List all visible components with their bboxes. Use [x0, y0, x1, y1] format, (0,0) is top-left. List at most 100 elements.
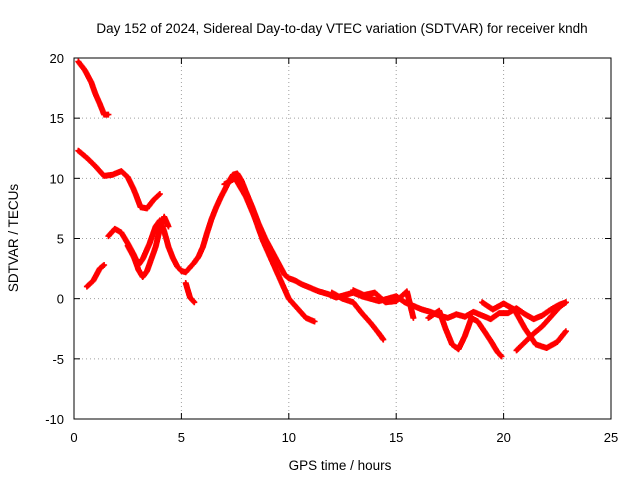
- series-track-a: [75, 58, 112, 118]
- data-point: [368, 297, 372, 301]
- data-point: [564, 329, 568, 333]
- data-point: [106, 234, 110, 238]
- data-point: [210, 217, 213, 221]
- data-point: [381, 338, 385, 342]
- data-point: [295, 306, 299, 310]
- data-point: [287, 297, 291, 301]
- data-point: [145, 206, 149, 210]
- data-point: [506, 311, 510, 315]
- data-point: [252, 215, 256, 219]
- data-point: [197, 255, 201, 258]
- y-tick-label: -10: [45, 412, 64, 427]
- data-point: [179, 269, 183, 273]
- data-point: [512, 308, 516, 311]
- data-point: [437, 309, 441, 313]
- data-point: [446, 316, 450, 320]
- data-point: [308, 286, 312, 290]
- data-point: [515, 348, 518, 352]
- data-marks: [75, 147, 163, 212]
- x-tick-labels: 0 5 10 15 20 25: [70, 430, 618, 445]
- data-marks: [221, 175, 318, 325]
- data-point: [175, 264, 179, 268]
- data-point: [132, 188, 136, 192]
- data-point: [102, 174, 106, 178]
- y-tick-label: 5: [57, 232, 64, 247]
- series-track-i: [350, 287, 417, 321]
- data-point: [469, 316, 473, 320]
- series-track-f: [182, 280, 198, 306]
- data-point: [457, 347, 460, 351]
- data-point: [368, 321, 372, 325]
- series-track-d: [105, 170, 569, 323]
- data-point: [351, 288, 355, 292]
- data-point: [405, 289, 409, 293]
- data-point: [276, 261, 280, 265]
- plot-area-frame: [73, 57, 612, 420]
- data-point: [184, 270, 188, 274]
- data-point: [235, 172, 239, 175]
- data-point: [549, 308, 553, 311]
- data-point: [523, 327, 527, 331]
- data-point: [287, 276, 291, 280]
- y-tick-label: 0: [57, 292, 64, 307]
- y-axis-label: SDTVAR / TECUs: [6, 184, 21, 293]
- data-point: [154, 225, 158, 228]
- data-point: [233, 176, 237, 180]
- series-track-e: [124, 213, 172, 280]
- data-point: [300, 282, 304, 286]
- data-point: [293, 279, 297, 283]
- data-point: [489, 317, 493, 321]
- x-tick-label: 25: [604, 430, 618, 445]
- data-point: [222, 188, 226, 192]
- data-point: [532, 317, 536, 321]
- data-point: [76, 149, 80, 153]
- data-marks: [468, 314, 505, 360]
- data-point: [304, 316, 308, 320]
- series-track-m: [513, 299, 569, 354]
- data-point: [162, 215, 166, 219]
- x-tick-label: 5: [178, 430, 185, 445]
- data-point: [102, 263, 106, 267]
- data-point: [141, 257, 145, 261]
- data-point: [360, 311, 364, 315]
- data-point: [523, 312, 527, 316]
- data-point: [231, 173, 235, 177]
- y-tick-labels: -10 -5 0 5 10 15 20: [45, 51, 64, 427]
- y-tick-label: 20: [50, 51, 64, 66]
- data-point: [480, 300, 484, 304]
- data-point: [244, 194, 248, 198]
- data-point: [91, 279, 95, 283]
- data-point: [126, 175, 130, 179]
- data-point: [98, 267, 102, 271]
- x-tick-label: 0: [70, 430, 77, 445]
- data-point: [450, 342, 454, 346]
- data-point: [76, 60, 80, 64]
- data-point: [141, 275, 145, 279]
- data-point: [184, 281, 188, 285]
- data-point: [497, 311, 501, 315]
- data-point: [362, 293, 366, 297]
- data-point: [532, 332, 536, 336]
- data-point: [489, 339, 493, 343]
- data-point: [261, 239, 265, 243]
- data-point: [377, 332, 381, 336]
- data-point: [188, 296, 192, 299]
- data-point: [411, 316, 415, 320]
- data-marks: [75, 58, 112, 118]
- data-point: [373, 291, 377, 295]
- data-point: [523, 340, 527, 344]
- data-point: [476, 320, 480, 323]
- data-point: [545, 346, 549, 350]
- data-point: [214, 206, 218, 210]
- data-point: [394, 299, 398, 303]
- data-point: [454, 312, 458, 316]
- data-point: [145, 269, 149, 273]
- data-point: [463, 334, 467, 338]
- data-point: [351, 300, 355, 304]
- data-point: [94, 164, 97, 168]
- data-point: [111, 173, 115, 177]
- data-point: [218, 197, 222, 201]
- data-point: [222, 182, 226, 186]
- data-point: [394, 294, 398, 298]
